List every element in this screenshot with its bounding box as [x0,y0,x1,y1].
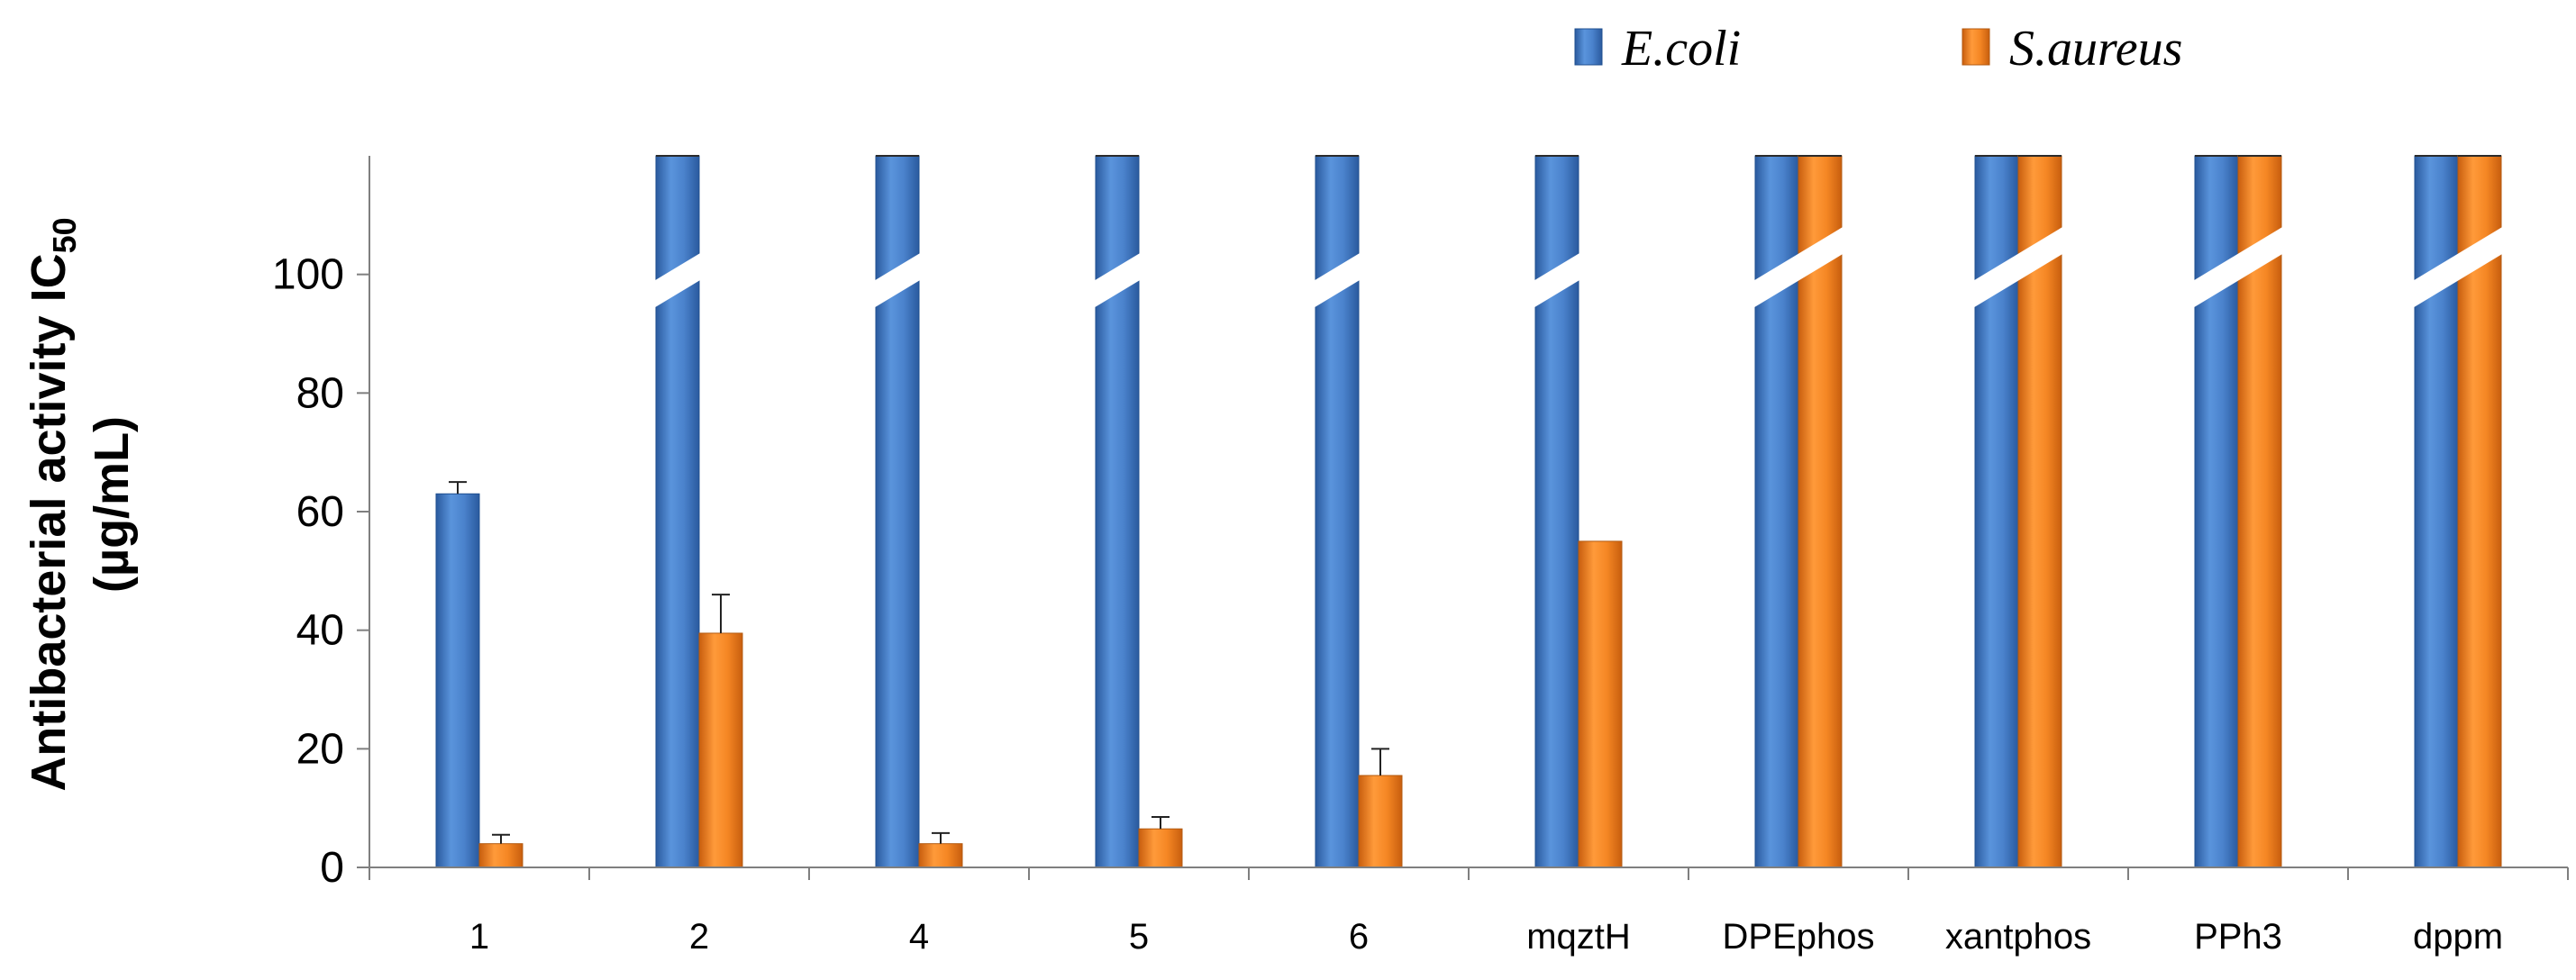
legend-label-ecoli: E.coli [1621,21,1741,77]
bar-saureus-5 [1138,828,1183,868]
y-tick-label: 40 [296,607,344,655]
y-axis-title-main: Antibacterial activity IC [22,253,76,791]
axis-break-4 [867,222,971,313]
bar-saureus-2 [698,632,743,868]
y-tick-label: 80 [296,369,344,417]
bar-saureus-6 [1358,775,1403,868]
bar-saureus-4 [918,843,963,868]
x-tick-label: dppm [2413,917,2503,957]
axis-break-6 [1306,222,1411,313]
x-tick-label: mqztH [1526,917,1631,957]
y-axis-title-line1: Antibacterial activity IC50 [22,217,83,791]
x-tick-label: 2 [689,917,709,957]
bars [435,155,2510,868]
x-tick-label: 1 [469,917,489,957]
legend: E.coli S.aureus [1574,21,2182,77]
x-tick-label: PPh3 [2194,917,2282,957]
axis-break-xantphos [1966,222,2071,313]
x-ticks: 1 2 4 5 6 mqztH DPEphos xantphos PPh3 dppm [369,867,2569,957]
axis-break-5 [1087,222,1191,313]
axis-break-dppm [2406,222,2510,313]
y-ticks: 0 20 40 60 80 100 [272,251,369,892]
legend-label-saureus: S.aureus [2009,21,2182,77]
y-axis-title-units: (µg/mL) [85,416,139,593]
y-tick-label: 20 [296,725,344,773]
y-axis-title: Antibacterial activity IC50 (µg/mL) [22,217,139,791]
bar-ecoli-1 [435,493,480,868]
axis-break-mqzth [1526,222,1631,313]
x-tick-label: DPEphos [1723,917,1875,957]
legend-swatch-saureus [1962,28,1990,66]
y-axis-title-subscript: 50 [46,217,83,253]
bar-saureus-mqzth [1578,540,1623,868]
x-tick-label: 4 [909,917,929,957]
legend-swatch-ecoli [1574,28,1603,66]
y-tick-label: 60 [296,488,344,536]
axis-break-2 [647,222,751,313]
axis-break-pph3 [2186,222,2290,313]
y-tick-label: 100 [272,251,344,299]
bar-saureus-1 [478,843,523,868]
x-tick-label: 6 [1349,917,1369,957]
x-tick-label: xantphos [1945,917,2091,957]
y-tick-label: 0 [320,844,344,892]
axis-break-dpephos [1746,222,1851,313]
axes [369,156,2568,868]
x-tick-label: 5 [1129,917,1149,957]
